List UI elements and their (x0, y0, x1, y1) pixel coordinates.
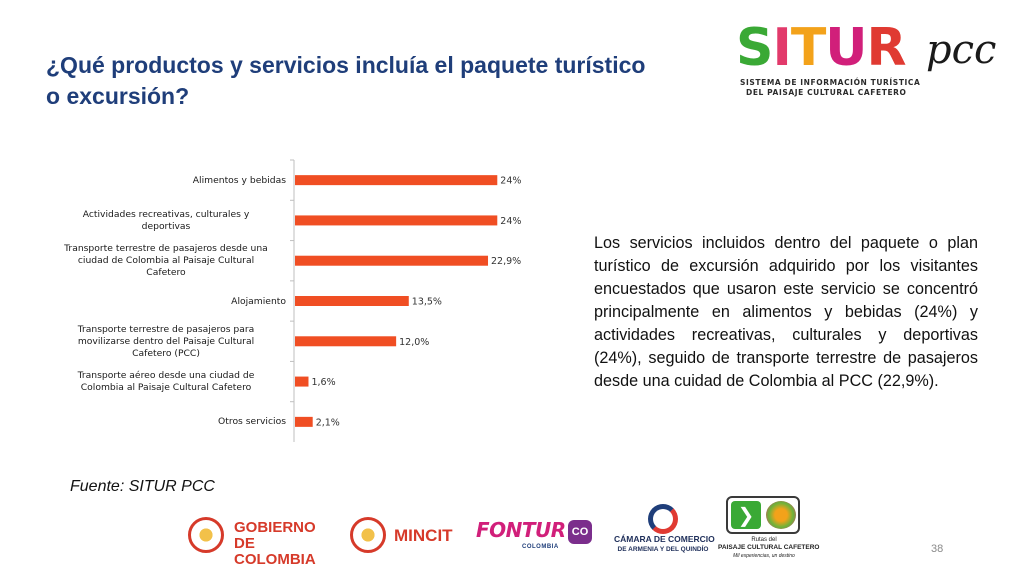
gobierno-line2: DE COLOMBIA (234, 535, 316, 568)
coffee-region-icon (766, 501, 796, 529)
category-label-line: Colombia al Paisaje Cultural Cafetero (80, 382, 252, 394)
category-label-line: Alimentos y bebidas (192, 174, 286, 186)
source-note: Fuente: SITUR PCC (70, 478, 215, 495)
situr-subtitle-line2: DEL PAISAJE CULTURAL CAFETERO (746, 88, 907, 97)
bar-chart: 24% 24% 22,9% 13,5% 12,0% 1,6% 2,1% Alimentos … (40, 150, 560, 450)
situr-letter-2: T (790, 18, 826, 78)
category-label-line: Cafetero (146, 267, 186, 279)
category-label-1: Actividades recreativas, culturales y dep… (46, 209, 286, 233)
data-label-6: 2,1% (316, 417, 340, 428)
category-label-0: Alimentos y bebidas (46, 175, 286, 187)
bar-2 (295, 255, 489, 266)
category-label-4: Transporte terrestre de pasajeros para mo… (46, 324, 286, 360)
bar-1 (295, 215, 498, 226)
camara-de-comercio-logo: CÁMARA DE COMERCIO DE ARMENIA Y DEL QUIN… (614, 504, 715, 556)
category-label-line: Actividades recreativas, culturales y (82, 208, 250, 220)
mincit-logo: MINCIT (350, 514, 462, 558)
bar-0 (295, 175, 498, 186)
situr-subtitle-line1: SISTEMA DE INFORMACIÓN TURÍSTICA (740, 78, 921, 87)
category-label-6: Otros servicios (46, 416, 286, 428)
category-label-line: Transporte terrestre de pasajeros desde … (64, 243, 268, 255)
bar-5 (295, 376, 309, 387)
situr-letter-0: S (736, 18, 773, 78)
data-label-5: 1,6% (311, 377, 335, 388)
situr-letter-3: U (825, 18, 867, 78)
category-label-line: Transporte aéreo desde una ciudad de (77, 370, 255, 382)
camara-line2: DE ARMENIA Y DEL QUINDÍO (617, 546, 709, 553)
category-label-line: Transporte terrestre de pasajeros para (77, 323, 255, 335)
data-label-2: 22,9% (491, 256, 521, 267)
fontur-subtitle: COLOMBIA (522, 544, 559, 550)
category-label-3: Alojamiento (46, 296, 286, 308)
bar-4 (295, 336, 397, 347)
situr-pcc-logo: SITUR pcc SISTEMA DE INFORMACIÓN TURÍSTI… (736, 22, 1006, 100)
gobierno-de-colombia-logo: GOBIERNO DE COLOMBIA (188, 514, 338, 568)
category-label-line: Cafetero (PCC) (132, 347, 200, 359)
camara-line1: CÁMARA DE COMERCIO (614, 534, 715, 544)
colombia-seal-icon (188, 517, 224, 553)
colombia-co-badge: CO (568, 520, 592, 544)
page-number: 38 (931, 543, 944, 555)
rutas-badge: ❯ (726, 496, 800, 534)
bar-3 (295, 296, 409, 306)
rutas-line1: Rutas del (751, 537, 777, 543)
category-label-line: deportivas (141, 220, 191, 232)
description-text: Los servicios incluidos dentro del paque… (594, 234, 978, 390)
pcc-wordmark: pcc (926, 27, 997, 73)
slide-title: ¿Qué productos y servicios incluía el pa… (46, 52, 646, 109)
data-label-4: 12,0% (399, 337, 429, 348)
rutas-line2: PAISAJE CULTURAL CAFETERO (718, 544, 820, 551)
situr-letter-1: I (772, 18, 791, 78)
data-label-0: 24% (500, 176, 521, 187)
rutas-line3: Mil experiencias, un destino (733, 553, 795, 559)
situr-letter-4: R (866, 18, 907, 78)
camara-swirl-icon (648, 504, 678, 534)
category-label-line: Otros servicios (218, 416, 286, 428)
chart-canvas: 24% 24% 22,9% 13,5% 12,0% 1,6% 2,1% (290, 159, 521, 442)
mincit-seal-icon (350, 517, 386, 553)
bar-6 (295, 416, 313, 427)
mincit-text: MINCIT (394, 526, 453, 545)
rutas-paisaje-cultural-logo: ❯ Rutas del PAISAJE CULTURAL CAFETERO Mi… (718, 496, 820, 560)
category-label-line: ciudad de Colombia al Paisaje Cultural (77, 255, 255, 267)
category-label-line: movilizarse dentro del Paisaje Cultural (77, 335, 255, 347)
category-label-line: Alojamiento (231, 295, 286, 307)
gobierno-line1: GOBIERNO (234, 519, 316, 536)
situr-wordmark: SITUR (736, 18, 907, 78)
category-label-2: Transporte terrestre de pasajeros desde … (46, 243, 286, 279)
chevron-right-icon: ❯ (731, 501, 761, 529)
data-label-1: 24% (500, 216, 521, 227)
fontur-text: FONTUR (476, 518, 566, 542)
fontur-logo: FONTUR COLOMBIA CO (476, 516, 596, 556)
data-label-3: 13,5% (412, 297, 442, 308)
category-label-5: Transporte aéreo desde una ciudad de Colo… (46, 370, 286, 394)
